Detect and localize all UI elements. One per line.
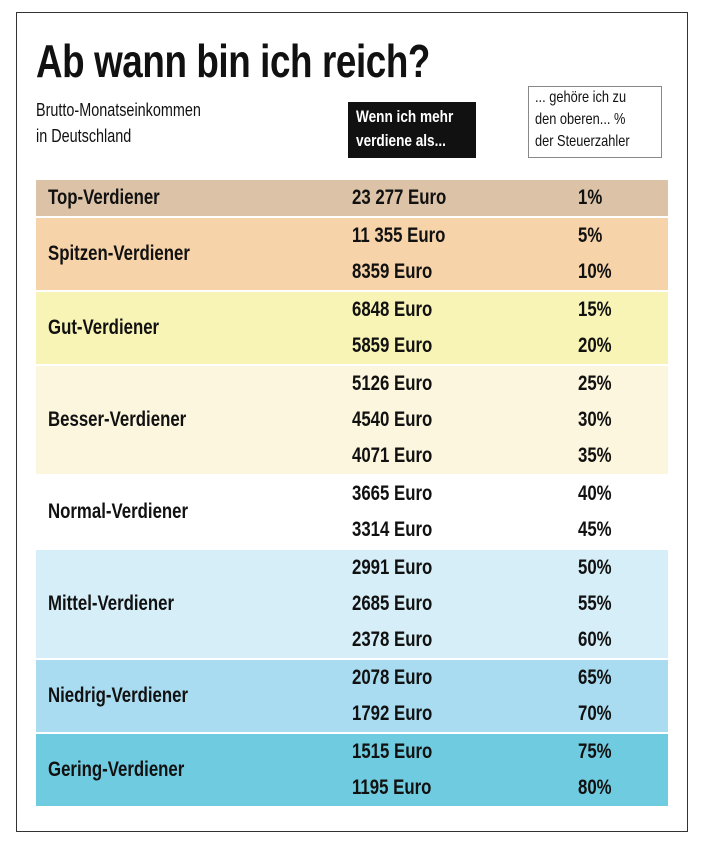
- percent: 20%: [578, 334, 612, 357]
- percent: 25%: [578, 372, 612, 395]
- income: 5859 Euro: [352, 334, 433, 357]
- subtitle: in Deutschland: [36, 126, 132, 146]
- percent: 5%: [578, 224, 603, 247]
- percent: 30%: [578, 408, 612, 431]
- percent: 60%: [578, 628, 612, 651]
- percent: 10%: [578, 260, 612, 283]
- income: 8359 Euro: [352, 260, 433, 283]
- percent: 15%: [578, 298, 612, 321]
- column-header-box: Wenn ich mehr verdiene als...: [348, 102, 476, 158]
- column-header: der Steuerzahler: [535, 133, 630, 150]
- income: 4071 Euro: [352, 444, 433, 467]
- group-row: Normal-Verdiener 3665 Euro 40% 3314 Euro 45%: [36, 476, 668, 548]
- column-header-box: ... gehöre ich zu den oberen... % der St…: [528, 86, 662, 158]
- percent: 1%: [578, 186, 603, 209]
- subtitle: Brutto-Monatseinkommen: [36, 100, 201, 120]
- income: 5126 Euro: [352, 372, 433, 395]
- group-row: Gering-Verdiener 1515 Euro 75% 1195 Euro 80%: [36, 734, 668, 806]
- income: 2378 Euro: [352, 628, 433, 651]
- income: 4540 Euro: [352, 408, 433, 431]
- group-row: Gut-Verdiener 6848 Euro 15% 5859 Euro 20%: [36, 292, 668, 364]
- percent: 80%: [578, 776, 612, 799]
- group-name: Gut-Verdiener: [48, 316, 160, 339]
- income: 1515 Euro: [352, 740, 433, 763]
- frame: [16, 12, 688, 832]
- income: 2685 Euro: [352, 592, 433, 615]
- percent: 65%: [578, 666, 612, 689]
- income: 11 355 Euro: [352, 224, 446, 247]
- column-header: verdiene als...: [356, 131, 446, 150]
- group-row: Niedrig-Verdiener 2078 Euro 65% 1792 Euro 70…: [36, 660, 668, 732]
- percent: 75%: [578, 740, 612, 763]
- group-name: Top-Verdiener: [48, 186, 160, 209]
- income: 2991 Euro: [352, 556, 433, 579]
- percent: 50%: [578, 556, 612, 579]
- group-row: Spitzen-Verdiener 11 355 Euro 5% 8359 Euro 1…: [36, 218, 668, 290]
- group-name: Besser-Verdiener: [48, 408, 187, 431]
- group-name: Mittel-Verdiener: [48, 592, 175, 615]
- percent: 55%: [578, 592, 612, 615]
- group-row: Mittel-Verdiener 2991 Euro 50% 2685 Euro 55%…: [36, 550, 668, 658]
- income: 3665 Euro: [352, 482, 433, 505]
- percent: 40%: [578, 482, 612, 505]
- column-header: ... gehöre ich zu: [535, 89, 627, 106]
- group-name: Gering-Verdiener: [48, 758, 185, 781]
- income: 1792 Euro: [352, 702, 433, 725]
- percent: 45%: [578, 518, 612, 541]
- column-header: den oberen... %: [535, 111, 626, 128]
- group-name: Spitzen-Verdiener: [48, 242, 190, 265]
- group-name: Normal-Verdiener: [48, 500, 189, 523]
- group-row: Top-Verdiener 23 277 Euro 1%: [36, 180, 668, 216]
- group-row: Besser-Verdiener 5126 Euro 25% 4540 Euro 30%…: [36, 366, 668, 474]
- income: 6848 Euro: [352, 298, 433, 321]
- group-name: Niedrig-Verdiener: [48, 684, 189, 707]
- percent: 35%: [578, 444, 612, 467]
- income: 3314 Euro: [352, 518, 433, 541]
- income: 2078 Euro: [352, 666, 433, 689]
- percent: 70%: [578, 702, 612, 725]
- income: 23 277 Euro: [352, 186, 447, 209]
- column-header: Wenn ich mehr: [356, 107, 454, 126]
- income: 1195 Euro: [352, 776, 432, 799]
- title: Ab wann bin ich reich?: [36, 35, 430, 87]
